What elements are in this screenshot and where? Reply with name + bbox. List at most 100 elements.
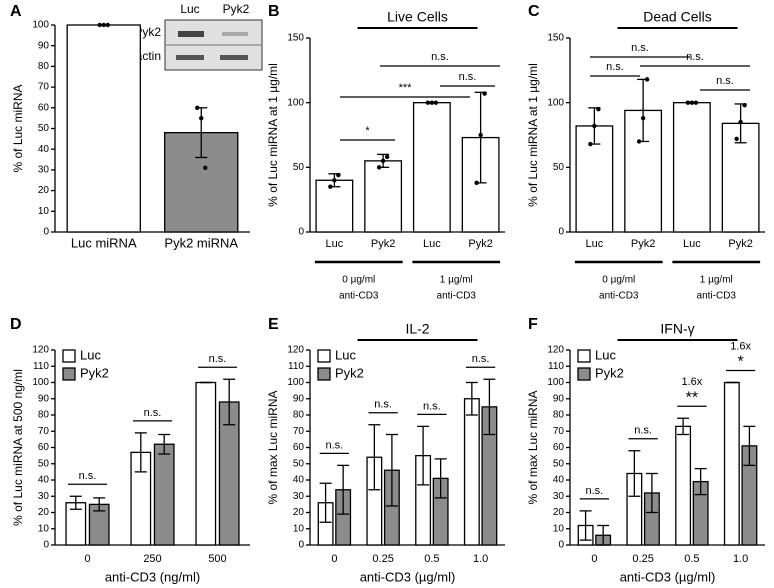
data-point bbox=[376, 165, 382, 170]
significance-label: n.s. bbox=[374, 399, 392, 411]
y-tick-label: 0 bbox=[43, 227, 49, 238]
y-tick-label: 90 bbox=[293, 393, 305, 404]
significance-label: n.s. bbox=[423, 400, 441, 412]
y-tick-label: 100 bbox=[287, 377, 304, 388]
data-point bbox=[195, 105, 200, 111]
chart-title: IL-2 bbox=[405, 321, 429, 337]
data-point bbox=[693, 100, 699, 105]
y-tick-label: 150 bbox=[287, 33, 304, 44]
significance-label: n.s. bbox=[634, 425, 652, 437]
y-tick-label: 30 bbox=[293, 491, 305, 502]
data-point bbox=[636, 139, 642, 144]
data-point bbox=[105, 22, 110, 28]
y-tick-label: 0 bbox=[558, 540, 564, 551]
bar bbox=[364, 160, 403, 233]
y-axis-label: % of max Luc miRNA bbox=[266, 390, 280, 504]
legend-swatch bbox=[62, 349, 76, 363]
y-tick-label: 60 bbox=[38, 102, 50, 113]
y-tick-label: 110 bbox=[33, 361, 49, 372]
legend-swatch bbox=[317, 349, 331, 363]
y-tick-label: 70 bbox=[553, 426, 565, 437]
significance-label: n.s. bbox=[209, 353, 227, 365]
y-tick-label: 120 bbox=[32, 345, 49, 356]
significance-label: n.s. bbox=[586, 485, 604, 497]
y-axis-label: % of Luc miRNA bbox=[11, 84, 25, 172]
lane-label: Luc bbox=[180, 2, 199, 16]
legend-label: Pyk2 bbox=[80, 365, 109, 380]
bar bbox=[723, 381, 740, 546]
significance-label: ** bbox=[686, 389, 698, 406]
data-point bbox=[588, 141, 593, 147]
y-tick-label: 100 bbox=[32, 377, 49, 388]
bar bbox=[412, 102, 451, 233]
chart-title: Dead Cells bbox=[643, 9, 711, 25]
data-point bbox=[380, 158, 386, 164]
significance-label: n.s. bbox=[686, 51, 704, 63]
x-tick-label: 0 bbox=[331, 553, 337, 565]
data-point bbox=[734, 136, 739, 142]
y-tick-label: 100 bbox=[32, 20, 49, 31]
data-point bbox=[433, 100, 439, 105]
group-label: 1 µg/ml bbox=[440, 275, 473, 286]
panel-letter: F bbox=[528, 316, 538, 333]
y-tick-label: 60 bbox=[38, 442, 50, 453]
legend-label: Luc bbox=[80, 347, 101, 362]
y-tick-label: 60 bbox=[293, 442, 305, 453]
x-tick-label: Luc bbox=[683, 238, 701, 250]
data-point bbox=[332, 178, 337, 183]
legend-swatch bbox=[317, 367, 331, 381]
x-tick-label: 1.0 bbox=[733, 553, 748, 565]
data-point bbox=[97, 22, 102, 28]
x-tick-label: 0.25 bbox=[372, 553, 393, 565]
y-tick-label: 0 bbox=[558, 227, 564, 238]
x-tick-label: Pyk2 bbox=[371, 238, 395, 250]
significance-label: n.s. bbox=[606, 61, 624, 73]
data-point bbox=[592, 123, 597, 129]
band bbox=[176, 55, 204, 60]
group-label: 0 µg/ml bbox=[602, 275, 635, 286]
y-tick-label: 80 bbox=[553, 410, 565, 421]
y-tick-label: 110 bbox=[548, 361, 564, 372]
panel-letter: B bbox=[268, 3, 280, 20]
data-point bbox=[478, 132, 483, 138]
group-label: anti-CD3 bbox=[437, 291, 477, 302]
group-label: anti-CD3 bbox=[599, 291, 639, 302]
y-tick-label: 50 bbox=[293, 458, 305, 469]
y-tick-label: 100 bbox=[547, 97, 564, 108]
x-tick-label: 0 bbox=[84, 553, 90, 565]
y-tick-label: 150 bbox=[547, 33, 564, 44]
panel-letter: E bbox=[268, 316, 279, 333]
y-tick-label: 80 bbox=[38, 61, 50, 72]
x-tick-label: 0.5 bbox=[424, 553, 439, 565]
x-tick-label: Luc bbox=[586, 238, 604, 250]
legend-swatch bbox=[62, 367, 76, 381]
legend-label: Pyk2 bbox=[335, 365, 364, 380]
significance-label: n.s. bbox=[144, 407, 162, 419]
x-tick-label: Pyk2 bbox=[468, 238, 492, 250]
bar bbox=[153, 443, 175, 546]
bar bbox=[672, 102, 711, 233]
chart-title: IFN-γ bbox=[660, 321, 694, 337]
band bbox=[178, 31, 204, 37]
western-blot-inset: Luc Pyk2 Pyk2 actin bbox=[134, 2, 263, 71]
bar bbox=[66, 24, 141, 233]
data-point bbox=[640, 115, 646, 121]
y-tick-label: 50 bbox=[553, 162, 565, 173]
y-tick-label: 60 bbox=[553, 442, 565, 453]
data-point bbox=[482, 91, 487, 96]
x-axis-label: anti-CD3 (ng/ml) bbox=[105, 569, 200, 584]
y-tick-label: 10 bbox=[38, 206, 50, 217]
significance-label: n.s. bbox=[326, 439, 344, 451]
x-axis-label: anti-CD3 (µg/ml) bbox=[360, 569, 456, 584]
y-tick-label: 80 bbox=[38, 410, 50, 421]
lane-label: Pyk2 bbox=[223, 2, 250, 16]
y-tick-label: 0 bbox=[298, 540, 304, 551]
y-tick-label: 30 bbox=[38, 165, 50, 176]
y-tick-label: 10 bbox=[293, 523, 305, 534]
y-axis-label: % of max Luc miRNA bbox=[526, 390, 540, 504]
group-label: anti-CD3 bbox=[339, 291, 379, 302]
data-point bbox=[474, 180, 479, 186]
y-tick-label: 110 bbox=[288, 361, 304, 372]
x-tick-label: 0.5 bbox=[684, 553, 699, 565]
